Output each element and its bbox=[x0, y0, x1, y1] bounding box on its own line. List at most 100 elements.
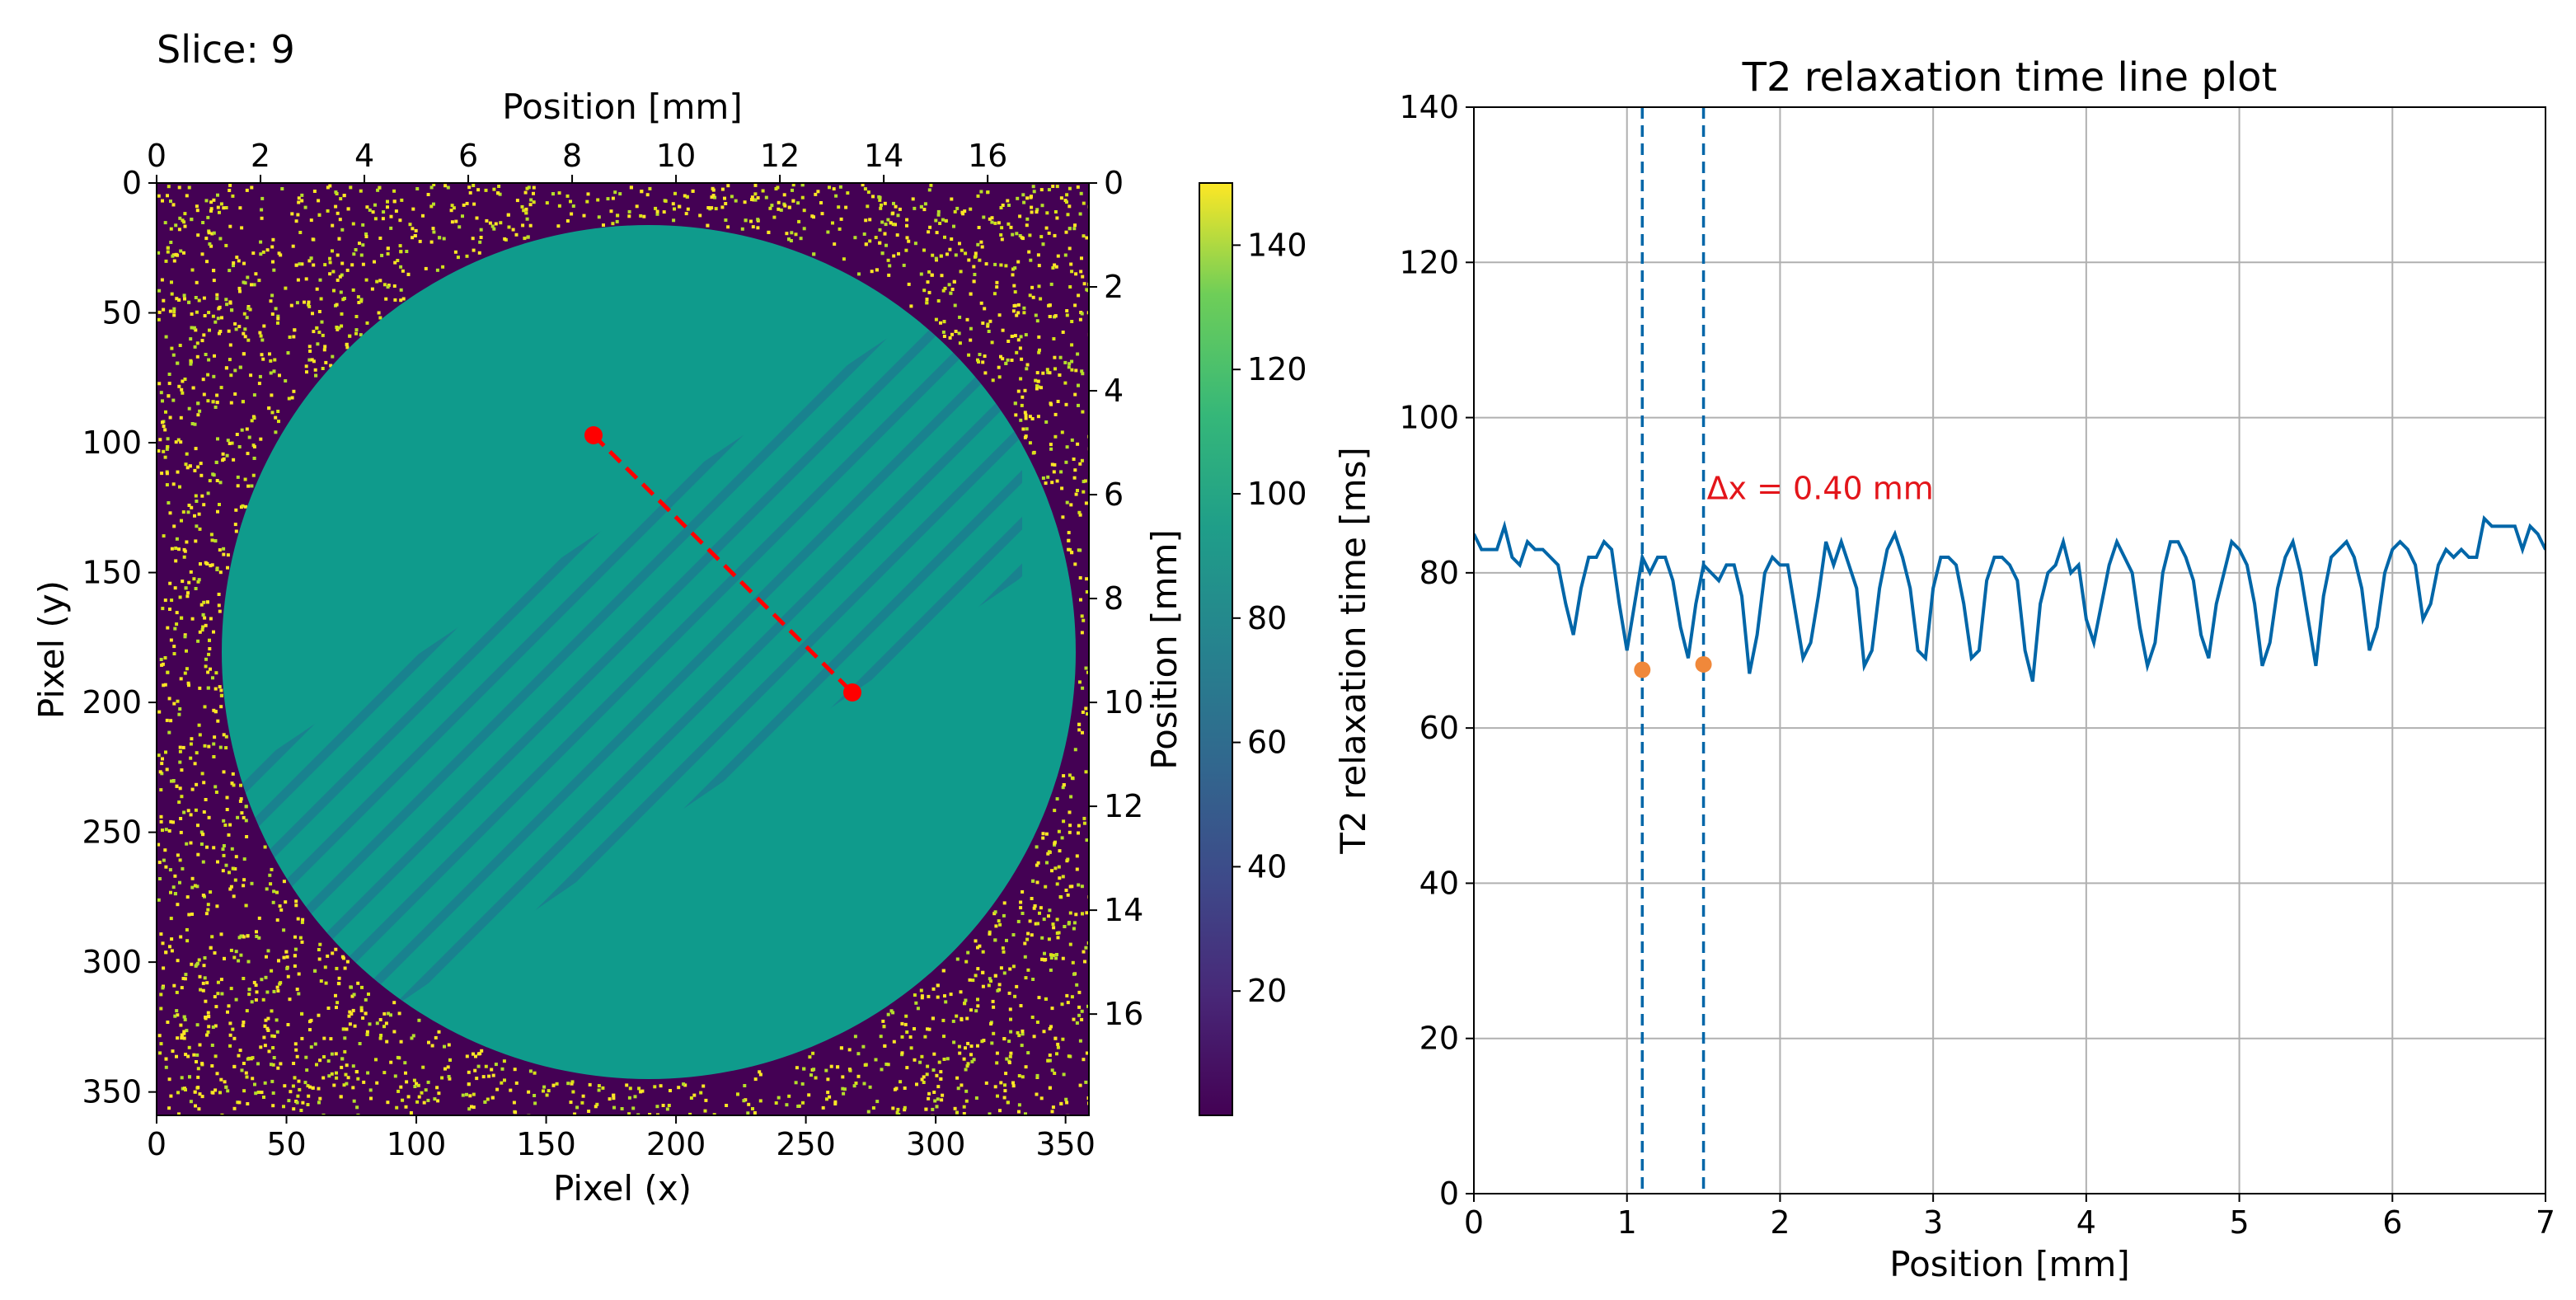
noise-pixel bbox=[371, 210, 375, 214]
noise-pixel bbox=[1010, 335, 1014, 338]
noise-pixel bbox=[225, 795, 229, 800]
noise-pixel bbox=[166, 445, 170, 448]
noise-pixel bbox=[1081, 410, 1085, 414]
noise-pixel bbox=[272, 268, 276, 272]
noise-pixel bbox=[417, 1095, 421, 1099]
noise-pixel bbox=[222, 853, 226, 857]
noise-pixel bbox=[720, 187, 725, 191]
noise-pixel bbox=[1077, 824, 1081, 828]
noise-pixel bbox=[661, 1104, 665, 1107]
noise-pixel bbox=[429, 185, 434, 190]
noise-pixel bbox=[999, 354, 1002, 359]
noise-pixel bbox=[386, 246, 390, 251]
noise-pixel bbox=[939, 321, 942, 325]
noise-pixel bbox=[1072, 1017, 1076, 1021]
line-start-point[interactable] bbox=[584, 426, 603, 444]
noise-pixel bbox=[640, 1089, 645, 1093]
noise-pixel bbox=[183, 671, 187, 675]
noise-pixel bbox=[268, 873, 272, 877]
noise-pixel bbox=[194, 587, 198, 590]
noise-pixel bbox=[318, 278, 322, 282]
noise-pixel bbox=[307, 358, 312, 362]
noise-pixel bbox=[833, 242, 837, 246]
noise-pixel bbox=[326, 209, 330, 213]
noise-pixel bbox=[318, 1096, 322, 1101]
noise-pixel bbox=[1035, 1073, 1039, 1077]
noise-pixel bbox=[173, 586, 177, 590]
noise-pixel bbox=[981, 950, 985, 954]
noise-pixel bbox=[1065, 445, 1069, 449]
noise-pixel bbox=[1075, 867, 1079, 871]
noise-pixel bbox=[200, 1095, 204, 1099]
noise-pixel bbox=[263, 1044, 267, 1048]
line-profile[interactable] bbox=[592, 434, 854, 694]
noise-pixel bbox=[197, 512, 201, 516]
noise-pixel bbox=[258, 374, 262, 378]
noise-pixel bbox=[1077, 383, 1080, 387]
line-end-point[interactable] bbox=[843, 683, 861, 702]
noise-pixel bbox=[627, 209, 631, 214]
noise-pixel bbox=[208, 328, 211, 332]
image-ylabel: Pixel (y) bbox=[31, 580, 72, 719]
noise-pixel bbox=[1004, 361, 1008, 365]
noise-pixel bbox=[856, 1074, 861, 1078]
noise-pixel bbox=[833, 1100, 838, 1104]
noise-pixel bbox=[204, 999, 208, 1003]
noise-pixel bbox=[198, 409, 202, 413]
noise-pixel bbox=[216, 719, 220, 723]
noise-pixel bbox=[925, 301, 929, 305]
noise-pixel bbox=[237, 325, 242, 329]
noise-pixel bbox=[179, 440, 183, 444]
noise-pixel bbox=[853, 236, 857, 240]
noise-pixel bbox=[896, 214, 900, 218]
noise-pixel bbox=[203, 976, 207, 980]
noise-pixel bbox=[317, 1013, 321, 1017]
noise-pixel bbox=[514, 232, 518, 237]
noise-pixel bbox=[1063, 925, 1067, 928]
noise-pixel bbox=[175, 1054, 178, 1058]
noise-pixel bbox=[671, 202, 675, 206]
noise-pixel bbox=[179, 415, 183, 420]
noise-pixel bbox=[1035, 1076, 1039, 1079]
noise-pixel bbox=[920, 996, 924, 1000]
noise-pixel bbox=[398, 244, 402, 248]
noise-pixel bbox=[1044, 481, 1048, 486]
right-tick-label: 16 bbox=[1104, 996, 1143, 1032]
noise-pixel bbox=[176, 959, 180, 963]
noise-pixel bbox=[461, 1093, 465, 1097]
noise-pixel bbox=[264, 975, 268, 979]
noise-pixel bbox=[377, 311, 381, 315]
noise-pixel bbox=[1056, 1042, 1060, 1046]
noise-pixel bbox=[967, 353, 971, 357]
noise-pixel bbox=[201, 378, 205, 382]
noise-pixel bbox=[1024, 416, 1028, 420]
noise-pixel bbox=[416, 1083, 420, 1087]
noise-pixel bbox=[969, 326, 973, 331]
noise-pixel bbox=[323, 345, 327, 349]
noise-pixel bbox=[1055, 882, 1059, 886]
noise-pixel bbox=[294, 903, 298, 908]
noise-pixel bbox=[795, 1066, 799, 1070]
noise-pixel bbox=[206, 903, 210, 907]
noise-pixel bbox=[222, 206, 226, 210]
noise-pixel bbox=[271, 1063, 275, 1067]
noise-pixel bbox=[1004, 264, 1008, 268]
noise-pixel bbox=[936, 995, 940, 999]
noise-pixel bbox=[997, 983, 1002, 987]
noise-pixel bbox=[232, 894, 236, 899]
noise-pixel bbox=[247, 1056, 251, 1060]
noise-pixel bbox=[375, 279, 379, 284]
noise-pixel bbox=[197, 578, 201, 582]
noise-pixel bbox=[986, 324, 990, 328]
noise-pixel bbox=[246, 934, 250, 938]
noise-pixel bbox=[1035, 845, 1039, 849]
noise-pixel bbox=[251, 1077, 255, 1081]
noise-pixel bbox=[176, 438, 181, 442]
noise-pixel bbox=[307, 300, 311, 304]
noise-pixel bbox=[411, 1034, 415, 1038]
noise-pixel bbox=[1037, 335, 1041, 339]
noise-pixel bbox=[367, 993, 370, 996]
plot-ylabel: T2 relaxation time [ms] bbox=[1333, 447, 1373, 855]
noise-pixel bbox=[883, 1044, 887, 1048]
noise-pixel bbox=[172, 524, 176, 528]
